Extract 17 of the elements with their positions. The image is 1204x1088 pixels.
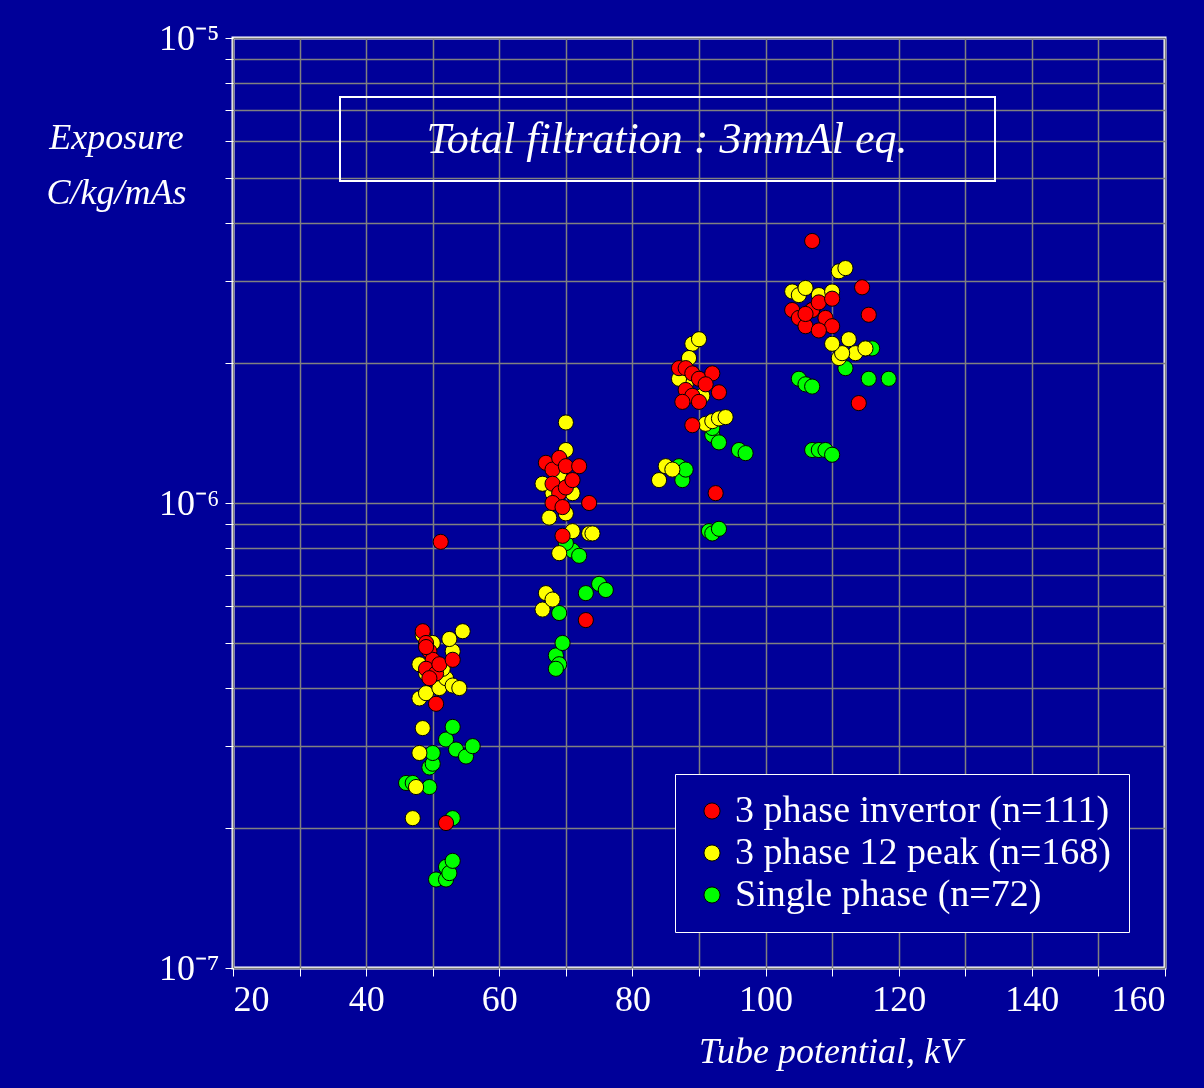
x-tick-label: 100 <box>739 978 794 1019</box>
y-tick-label: 10⁻⁷ <box>158 947 220 988</box>
legend-label: 3 phase invertor (n=111) <box>735 788 1110 831</box>
y-tick-label: 10⁻⁵ <box>158 17 220 58</box>
x-axis-title: Tube potential, kV <box>699 1030 966 1071</box>
legend-label: Single phase (n=72) <box>735 872 1042 915</box>
legend-label: 3 phase 12 peak (n=168) <box>735 830 1111 873</box>
x-tick-label: 40 <box>348 978 385 1019</box>
x-tick-label: 160 <box>1111 978 1166 1019</box>
x-tick-label: 140 <box>1005 978 1060 1019</box>
y-tick-label: 10⁻⁶ <box>158 482 220 523</box>
x-tick-label: 20 <box>233 978 270 1019</box>
x-tick-label: 80 <box>614 978 651 1019</box>
y-axis-title: Exposure C/kg/mAs <box>46 116 187 212</box>
x-tick-label: 120 <box>872 978 927 1019</box>
x-tick-label: 60 <box>481 978 518 1019</box>
annotation: Total filtration : 3mmAl eq. <box>426 114 908 163</box>
